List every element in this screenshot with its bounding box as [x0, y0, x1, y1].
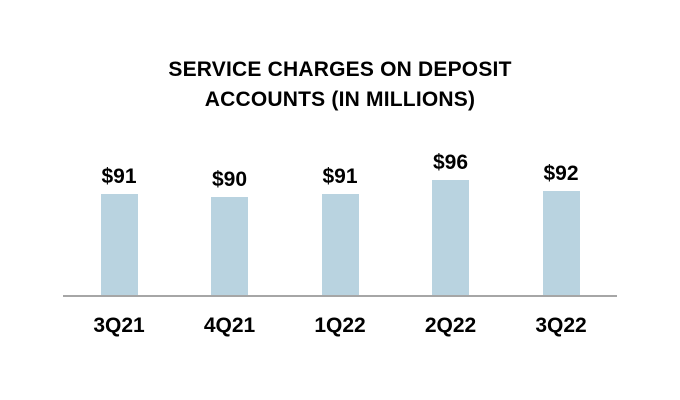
x-axis-line [63, 295, 617, 297]
bar-value-label: $91 [101, 165, 137, 189]
chart-title: SERVICE CHARGES ON DEPOSIT ACCOUNTS (IN … [0, 55, 680, 115]
bar [321, 194, 359, 295]
bar [100, 194, 138, 295]
bar-value-label: $90 [211, 168, 248, 191]
chart-title-line-2: ACCOUNTS (IN MILLIONS) [204, 88, 476, 111]
x-axis-tick-label: 1Q22 [314, 314, 366, 337]
x-axis-tick-label: 2Q22 [424, 314, 477, 337]
bar-value-label: $92 [543, 162, 579, 186]
bar-value-label: $96 [432, 151, 469, 175]
x-axis-tick-label: 3Q21 [93, 314, 145, 337]
bar [542, 191, 580, 295]
bar [432, 180, 469, 295]
chart-title-line-1: SERVICE CHARGES ON DEPOSIT [168, 58, 512, 81]
x-axis-tick-label: 4Q21 [203, 314, 256, 337]
bar [211, 197, 248, 295]
x-axis-tick-label: 3Q22 [535, 314, 587, 337]
bar-value-label: $91 [322, 165, 358, 189]
